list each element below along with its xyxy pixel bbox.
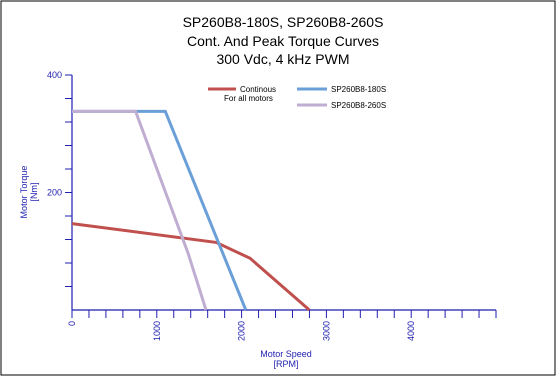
series-layer [71, 109, 311, 312]
y-axis-label: Motor Torque [Nm] [19, 166, 39, 219]
chart-title-line-2: Cont. And Peak Torque Curves [187, 33, 379, 49]
x-tick-label-4000: 4000 [406, 321, 416, 341]
chart-border [0, 0, 556, 376]
x-tick-label-1000: 1000 [152, 321, 162, 341]
chart-title-line-3: 300 Vdc, 4 kHz PWM [216, 51, 349, 67]
series-line-continuous [71, 222, 311, 312]
x-tick-label-0: 0 [67, 321, 77, 326]
legend: Continous SP260B8-180S SP260B8-260S For all… [208, 85, 386, 110]
x-axis-label: Motor Speed [RPM] [260, 349, 312, 369]
legend-label-sp260b8-180s: SP260B8-180S [331, 85, 386, 94]
chart-title-line-1: SP260B8-180S, SP260B8-260S [183, 14, 384, 30]
y-axis-label-line-2: [Nm] [29, 183, 39, 202]
x-tick-label-2000: 2000 [237, 321, 247, 341]
x-axis-label-line-1: Motor Speed [260, 349, 312, 359]
legend-label-continuous-line-2: For all motors [224, 94, 273, 103]
y-axis-label-line-1: Motor Torque [19, 166, 29, 219]
y-tick-label-400: 400 [47, 70, 62, 80]
x-tick-label-3000: 3000 [321, 321, 331, 341]
y-tick-label-200: 200 [47, 188, 62, 198]
x-axis-label-line-2: [RPM] [273, 359, 298, 369]
legend-label-sp260b8-260s: SP260B8-260S [331, 101, 386, 110]
series-line-sp260b8-260s [72, 109, 208, 311]
chart-title: SP260B8-180S, SP260B8-260S Cont. And Pea… [183, 14, 384, 67]
legend-label-continuous: Continous [240, 85, 276, 94]
series-line-sp260b8-180s [72, 109, 248, 311]
